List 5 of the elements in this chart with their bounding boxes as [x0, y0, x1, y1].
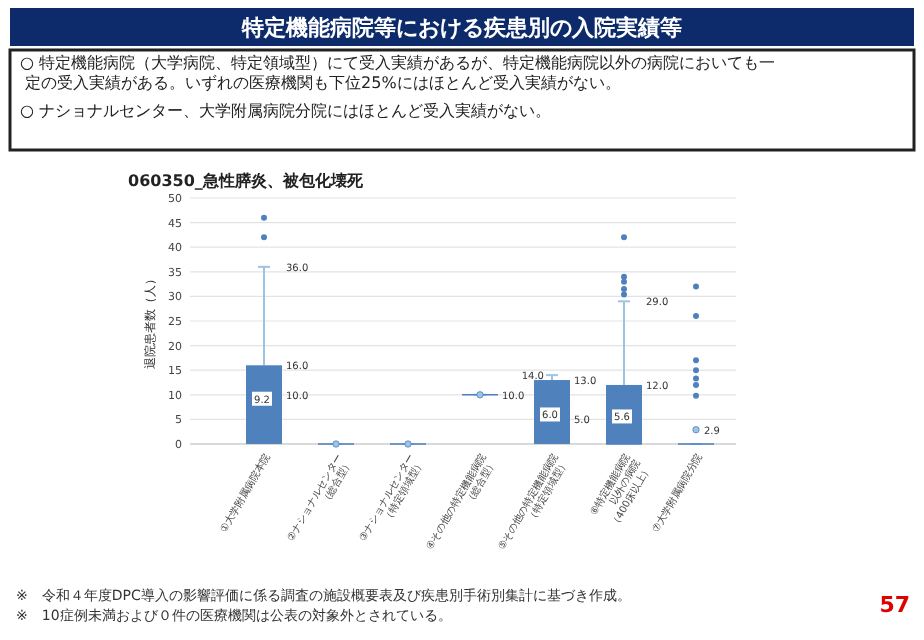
- chart-title: 特定機能病院等における疾患別の入院実績等: [240, 15, 682, 41]
- text: 57: [879, 592, 910, 618]
- text: ○ 特定機能病院（大学病院、特定領域型）にて受入実績があるが、特定機能病院以外の病院においても一定の受入実績がある。いずれの医療機関も下位25%にはほとんど受入実績がない。: [20, 54, 776, 92]
- chart-subtitle: 060350_急性膵炎、被包化壊死: [128, 172, 365, 190]
- text: ○ ナショナルセンター、大学附属病院分院にはほとんど受入実績がない。: [20, 102, 552, 120]
